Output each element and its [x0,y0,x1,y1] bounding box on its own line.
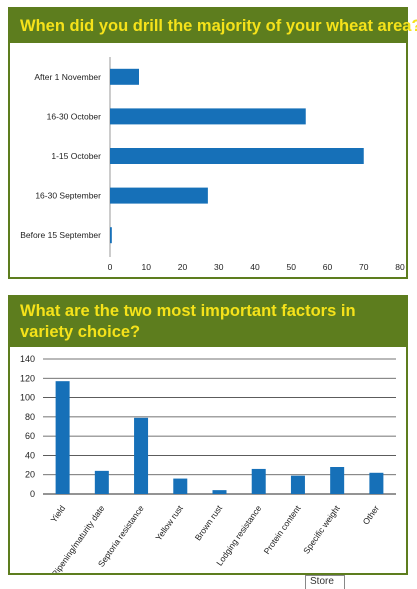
y-tick-label: 80 [25,412,35,422]
x-tick-label: 40 [250,262,260,272]
category-label: Yellow rust [153,503,185,543]
category-label: Brown rust [193,503,225,543]
chart-panel-variety-factors: What are the two most important factors … [8,295,408,575]
bar [251,468,266,494]
category-label: Protein content [262,503,303,556]
x-tick-label: 80 [395,262,405,272]
category-label: Specific weight [301,503,342,556]
category-label: 16-30 September [35,191,101,201]
category-label: Before 15 September [20,230,101,240]
category-label: 16-30 October [47,111,102,121]
x-tick-label: 70 [359,262,369,272]
bar [110,187,208,204]
y-tick-label: 120 [20,373,35,383]
category-label: 1-15 October [51,151,101,161]
y-tick-label: 0 [30,489,35,499]
bar [110,108,306,125]
chart-title-variety-factors: What are the two most important factors … [10,297,406,347]
bar [212,490,227,494]
x-tick-label: 30 [214,262,224,272]
y-tick-label: 100 [20,393,35,403]
bar [110,148,364,164]
y-tick-label: 40 [25,450,35,460]
y-tick-label: 20 [25,470,35,480]
variety-factors-bar-chart: 020406080100120140YieldRipening/maturity… [20,354,396,573]
x-tick-label: 20 [178,262,188,272]
bar [110,227,112,244]
chart-title-drilling-date: When did you drill the majority of your … [10,9,417,43]
bar [94,470,109,494]
bar [173,478,188,494]
bar [369,472,384,494]
bar [55,381,70,494]
bar [110,68,139,85]
y-tick-label: 60 [25,431,35,441]
bar [134,417,149,494]
x-tick-label: 50 [287,262,297,272]
store-tab[interactable]: Store [305,575,345,589]
category-label: After 1 November [34,72,101,82]
x-tick-label: 0 [108,262,113,272]
x-tick-label: 60 [323,262,333,272]
x-tick-label: 10 [142,262,152,272]
bar [330,467,345,494]
category-label: Yield [48,503,67,524]
category-label: Lodging resistance [214,503,263,567]
chart-panel-drilling-date: When did you drill the majority of your … [8,7,417,279]
category-label: Other [361,503,381,526]
bar [290,475,305,494]
y-tick-label: 140 [20,354,35,364]
drilling-date-bar-chart: After 1 November 16-30 October 1-15 Octobe… [20,57,405,272]
